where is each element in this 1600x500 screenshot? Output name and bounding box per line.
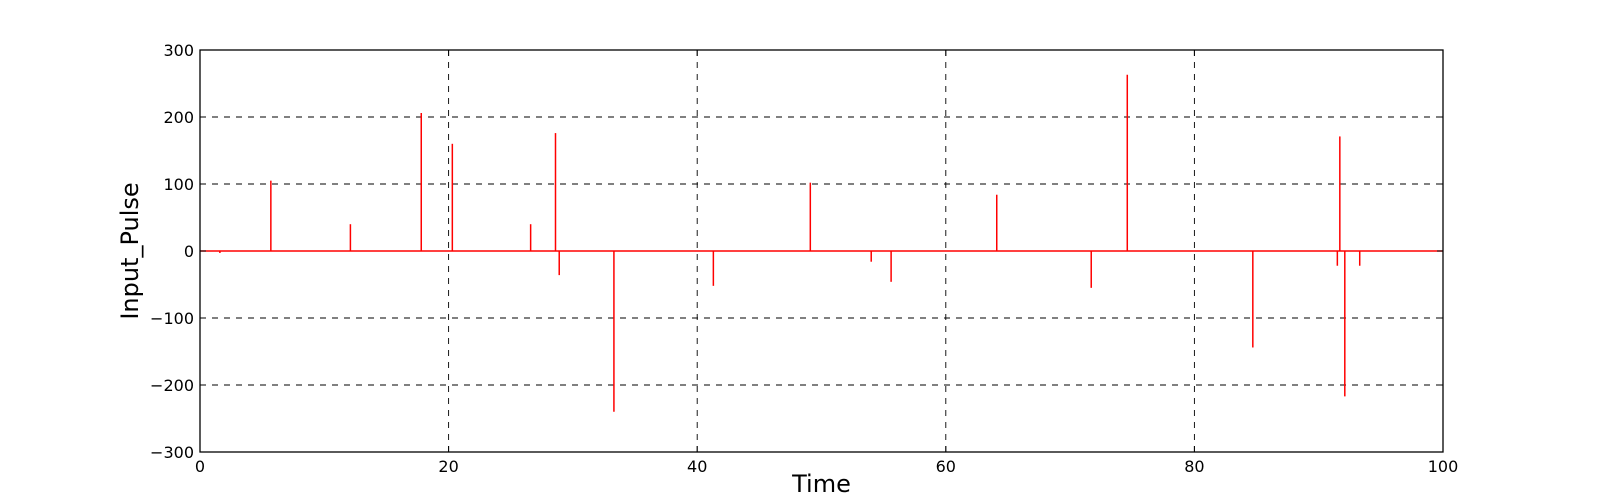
x-tick-label: 100 — [1428, 457, 1459, 476]
y-tick-label: 200 — [163, 108, 194, 127]
y-tick-label: −300 — [150, 443, 194, 462]
y-tick-label: −200 — [150, 376, 194, 395]
x-tick-label: 20 — [438, 457, 458, 476]
x-tick-label: 40 — [687, 457, 707, 476]
x-axis-title: Time — [791, 470, 851, 498]
axis-ticks: 0 20 40 60 80 100 −300 −200 −100 0 100 200 300 — [150, 41, 1458, 476]
y-tick-label: −100 — [150, 309, 194, 328]
x-tick-label: 0 — [195, 457, 205, 476]
x-tick-label: 60 — [936, 457, 956, 476]
x-tick-label: 80 — [1184, 457, 1204, 476]
y-tick-label: 0 — [184, 242, 194, 261]
y-tick-label: 100 — [163, 175, 194, 194]
y-axis-title: Input_Pulse — [116, 182, 144, 319]
y-tick-label: 300 — [163, 41, 194, 60]
plot-series — [200, 74, 1443, 412]
